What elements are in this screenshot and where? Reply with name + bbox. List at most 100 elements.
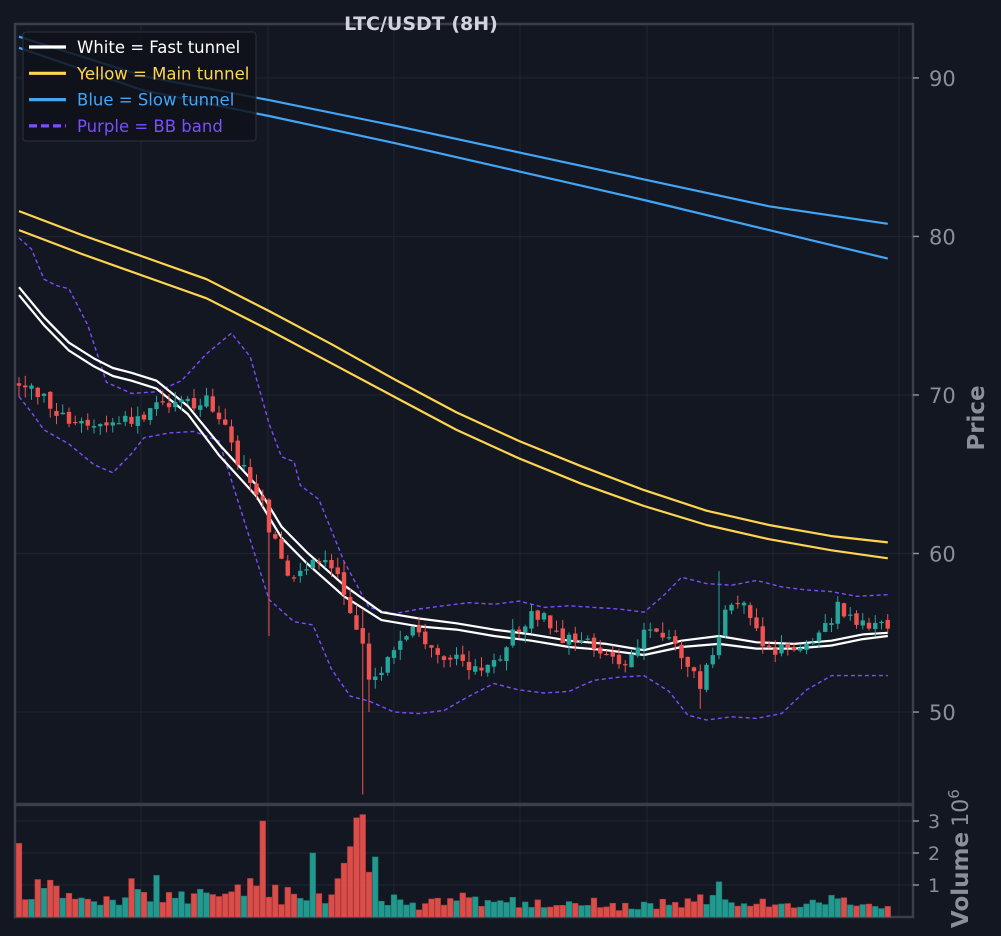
volume-bar — [609, 902, 616, 918]
volume-bar — [447, 898, 454, 918]
candle-body — [441, 656, 447, 660]
volume-bar — [597, 907, 604, 918]
candle-body — [248, 467, 253, 484]
volume-bar — [784, 903, 791, 918]
volume-bar — [528, 907, 535, 918]
candle-body — [491, 660, 497, 667]
volume-bar — [415, 909, 423, 918]
volume-bar — [178, 891, 185, 918]
candle-body — [41, 393, 47, 396]
price-tick-label: 50 — [929, 701, 956, 725]
candle-body — [385, 657, 390, 673]
candle-body — [204, 395, 209, 407]
volume-bar — [384, 905, 391, 918]
candle-body — [560, 628, 565, 644]
candle-body — [829, 623, 834, 625]
volume-bar — [390, 894, 398, 918]
volume-bar — [153, 875, 160, 918]
volume-tick-label: 2 — [928, 843, 940, 865]
volume-grid — [15, 805, 913, 917]
volume-bar — [640, 901, 648, 918]
volume-bar — [22, 899, 29, 918]
volume-bar — [28, 899, 35, 918]
volume-bar — [428, 898, 435, 918]
candle-body — [173, 402, 178, 408]
candle-body — [373, 676, 378, 680]
volume-bar — [84, 898, 91, 918]
candle-body — [766, 645, 772, 648]
candle-body — [191, 398, 197, 409]
volume-bar — [647, 903, 654, 918]
volume-bar — [72, 898, 79, 918]
volume-bar — [759, 898, 766, 918]
candle-body — [366, 643, 372, 680]
candle-body — [604, 653, 609, 656]
volume-axis-ticks: 1 2 3 — [913, 811, 940, 897]
candle-body — [823, 623, 828, 632]
volume-bar — [584, 905, 591, 918]
candle-body — [729, 604, 734, 611]
volume-bar — [884, 906, 891, 918]
volume-bar — [253, 885, 260, 918]
volume-bar — [734, 905, 741, 918]
volume-bar — [372, 856, 379, 918]
volume-bar — [59, 897, 66, 918]
candle-body — [610, 652, 615, 657]
candle-body — [623, 664, 628, 666]
candle-body — [198, 405, 203, 410]
candle-body — [548, 615, 553, 629]
candle-body — [435, 648, 440, 655]
volume-bar — [522, 901, 529, 918]
volume-bar — [815, 902, 823, 918]
candle-body — [473, 666, 478, 672]
candle-body — [785, 643, 790, 648]
candle-body — [779, 644, 784, 654]
volume-bar — [409, 902, 416, 918]
candle-body — [635, 647, 640, 656]
volume-bar — [615, 910, 623, 918]
volume-bar — [547, 906, 554, 918]
candle-body — [629, 654, 634, 668]
candle-body — [791, 646, 797, 651]
volume-bar — [809, 899, 816, 918]
candle-body — [504, 647, 509, 662]
volume-bar — [297, 898, 304, 918]
volume-bar — [753, 903, 760, 918]
volume-bar — [53, 885, 60, 918]
candle-body — [166, 403, 172, 408]
volume-bar — [797, 906, 804, 918]
volume-bar — [453, 900, 460, 918]
candle-body — [666, 637, 672, 639]
volume-bar — [484, 900, 491, 918]
candle-body — [304, 569, 309, 571]
candle-body — [798, 648, 803, 651]
candle-body — [735, 602, 740, 605]
candle-body — [341, 572, 347, 595]
candle-body — [329, 560, 334, 569]
volume-bar — [834, 898, 841, 918]
volume-bar — [665, 904, 673, 918]
candle-body — [598, 647, 603, 654]
candle-body — [298, 570, 303, 577]
candle-body — [641, 629, 647, 650]
volume-bar — [659, 898, 666, 918]
candle-body — [85, 419, 90, 426]
candle-body — [741, 602, 747, 606]
candle-body — [585, 638, 590, 640]
volume-bar — [828, 895, 835, 918]
candle-body — [660, 632, 665, 638]
volume-bar — [103, 896, 110, 918]
volume-bar — [803, 903, 810, 918]
volume-bar — [847, 904, 854, 918]
volume-bar — [697, 894, 704, 918]
volume-bar — [109, 899, 116, 918]
legend-label: Blue = Slow tunnel — [77, 91, 234, 110]
volume-bar — [778, 903, 785, 918]
candle-body — [854, 613, 859, 625]
volume-bar — [272, 884, 279, 918]
volume-bar — [403, 904, 410, 918]
volume-bar — [278, 904, 285, 918]
volume-bar — [334, 878, 341, 918]
candle-body — [673, 636, 678, 644]
candles — [16, 375, 890, 795]
